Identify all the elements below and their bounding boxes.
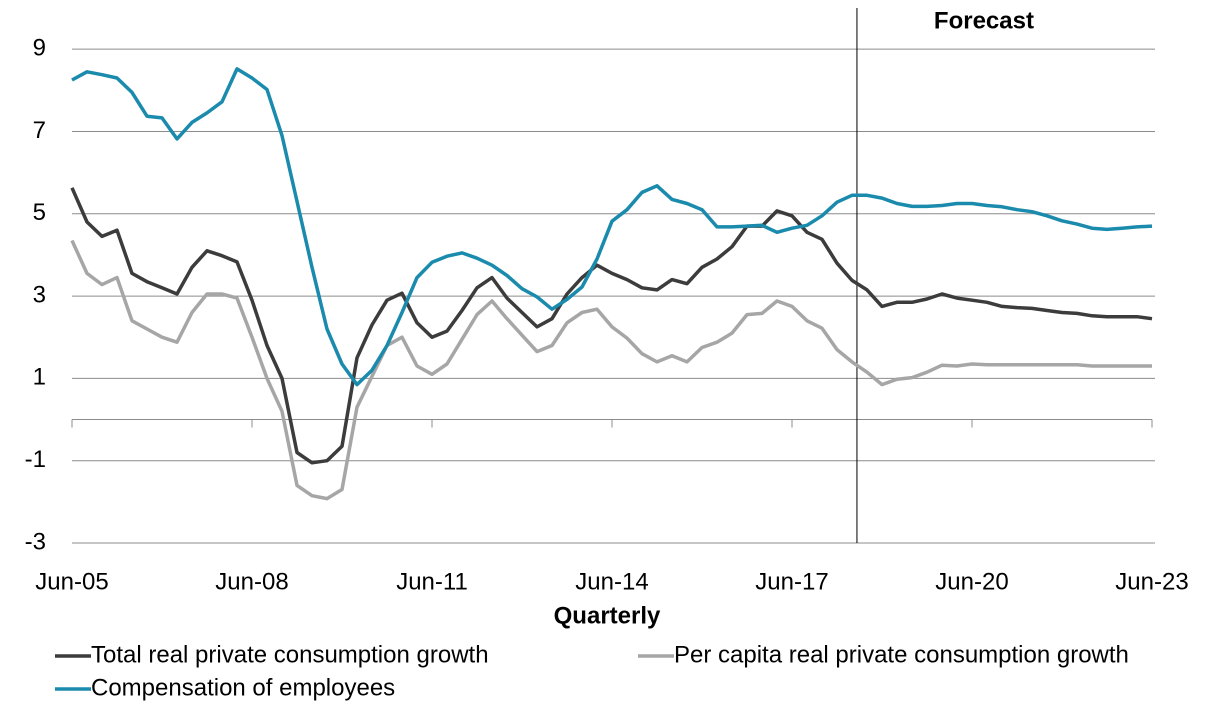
legend-label: Total real private consumption growth [91,641,489,668]
series-line [70,239,1152,501]
x-tick-label: Jun-11 [396,568,468,595]
x-tick-label: Jun-14 [575,568,648,595]
y-tick-label: 7 [33,117,46,144]
x-tick-label: Jun-20 [935,568,1008,595]
x-axis-title: Quarterly [554,602,661,629]
x-tick-label: Jun-23 [1115,568,1188,595]
series-line [70,187,1153,465]
y-tick-label: 9 [33,34,46,61]
y-tick-label: 5 [33,199,46,226]
x-tick-label: Jun-05 [35,568,108,595]
legend-label: Per capita real private consumption grow… [674,641,1129,668]
x-tick-label: Jun-08 [215,568,288,595]
y-tick-label: 3 [33,281,46,308]
annotation: Forecast [934,7,1034,34]
y-tick-label: 1 [33,364,46,391]
y-tick-label: -1 [25,446,46,473]
y-tick-label: -3 [25,528,46,555]
legend-label: Compensation of employees [91,674,395,701]
x-tick-label: Jun-17 [755,568,828,595]
series-line [71,67,1153,387]
